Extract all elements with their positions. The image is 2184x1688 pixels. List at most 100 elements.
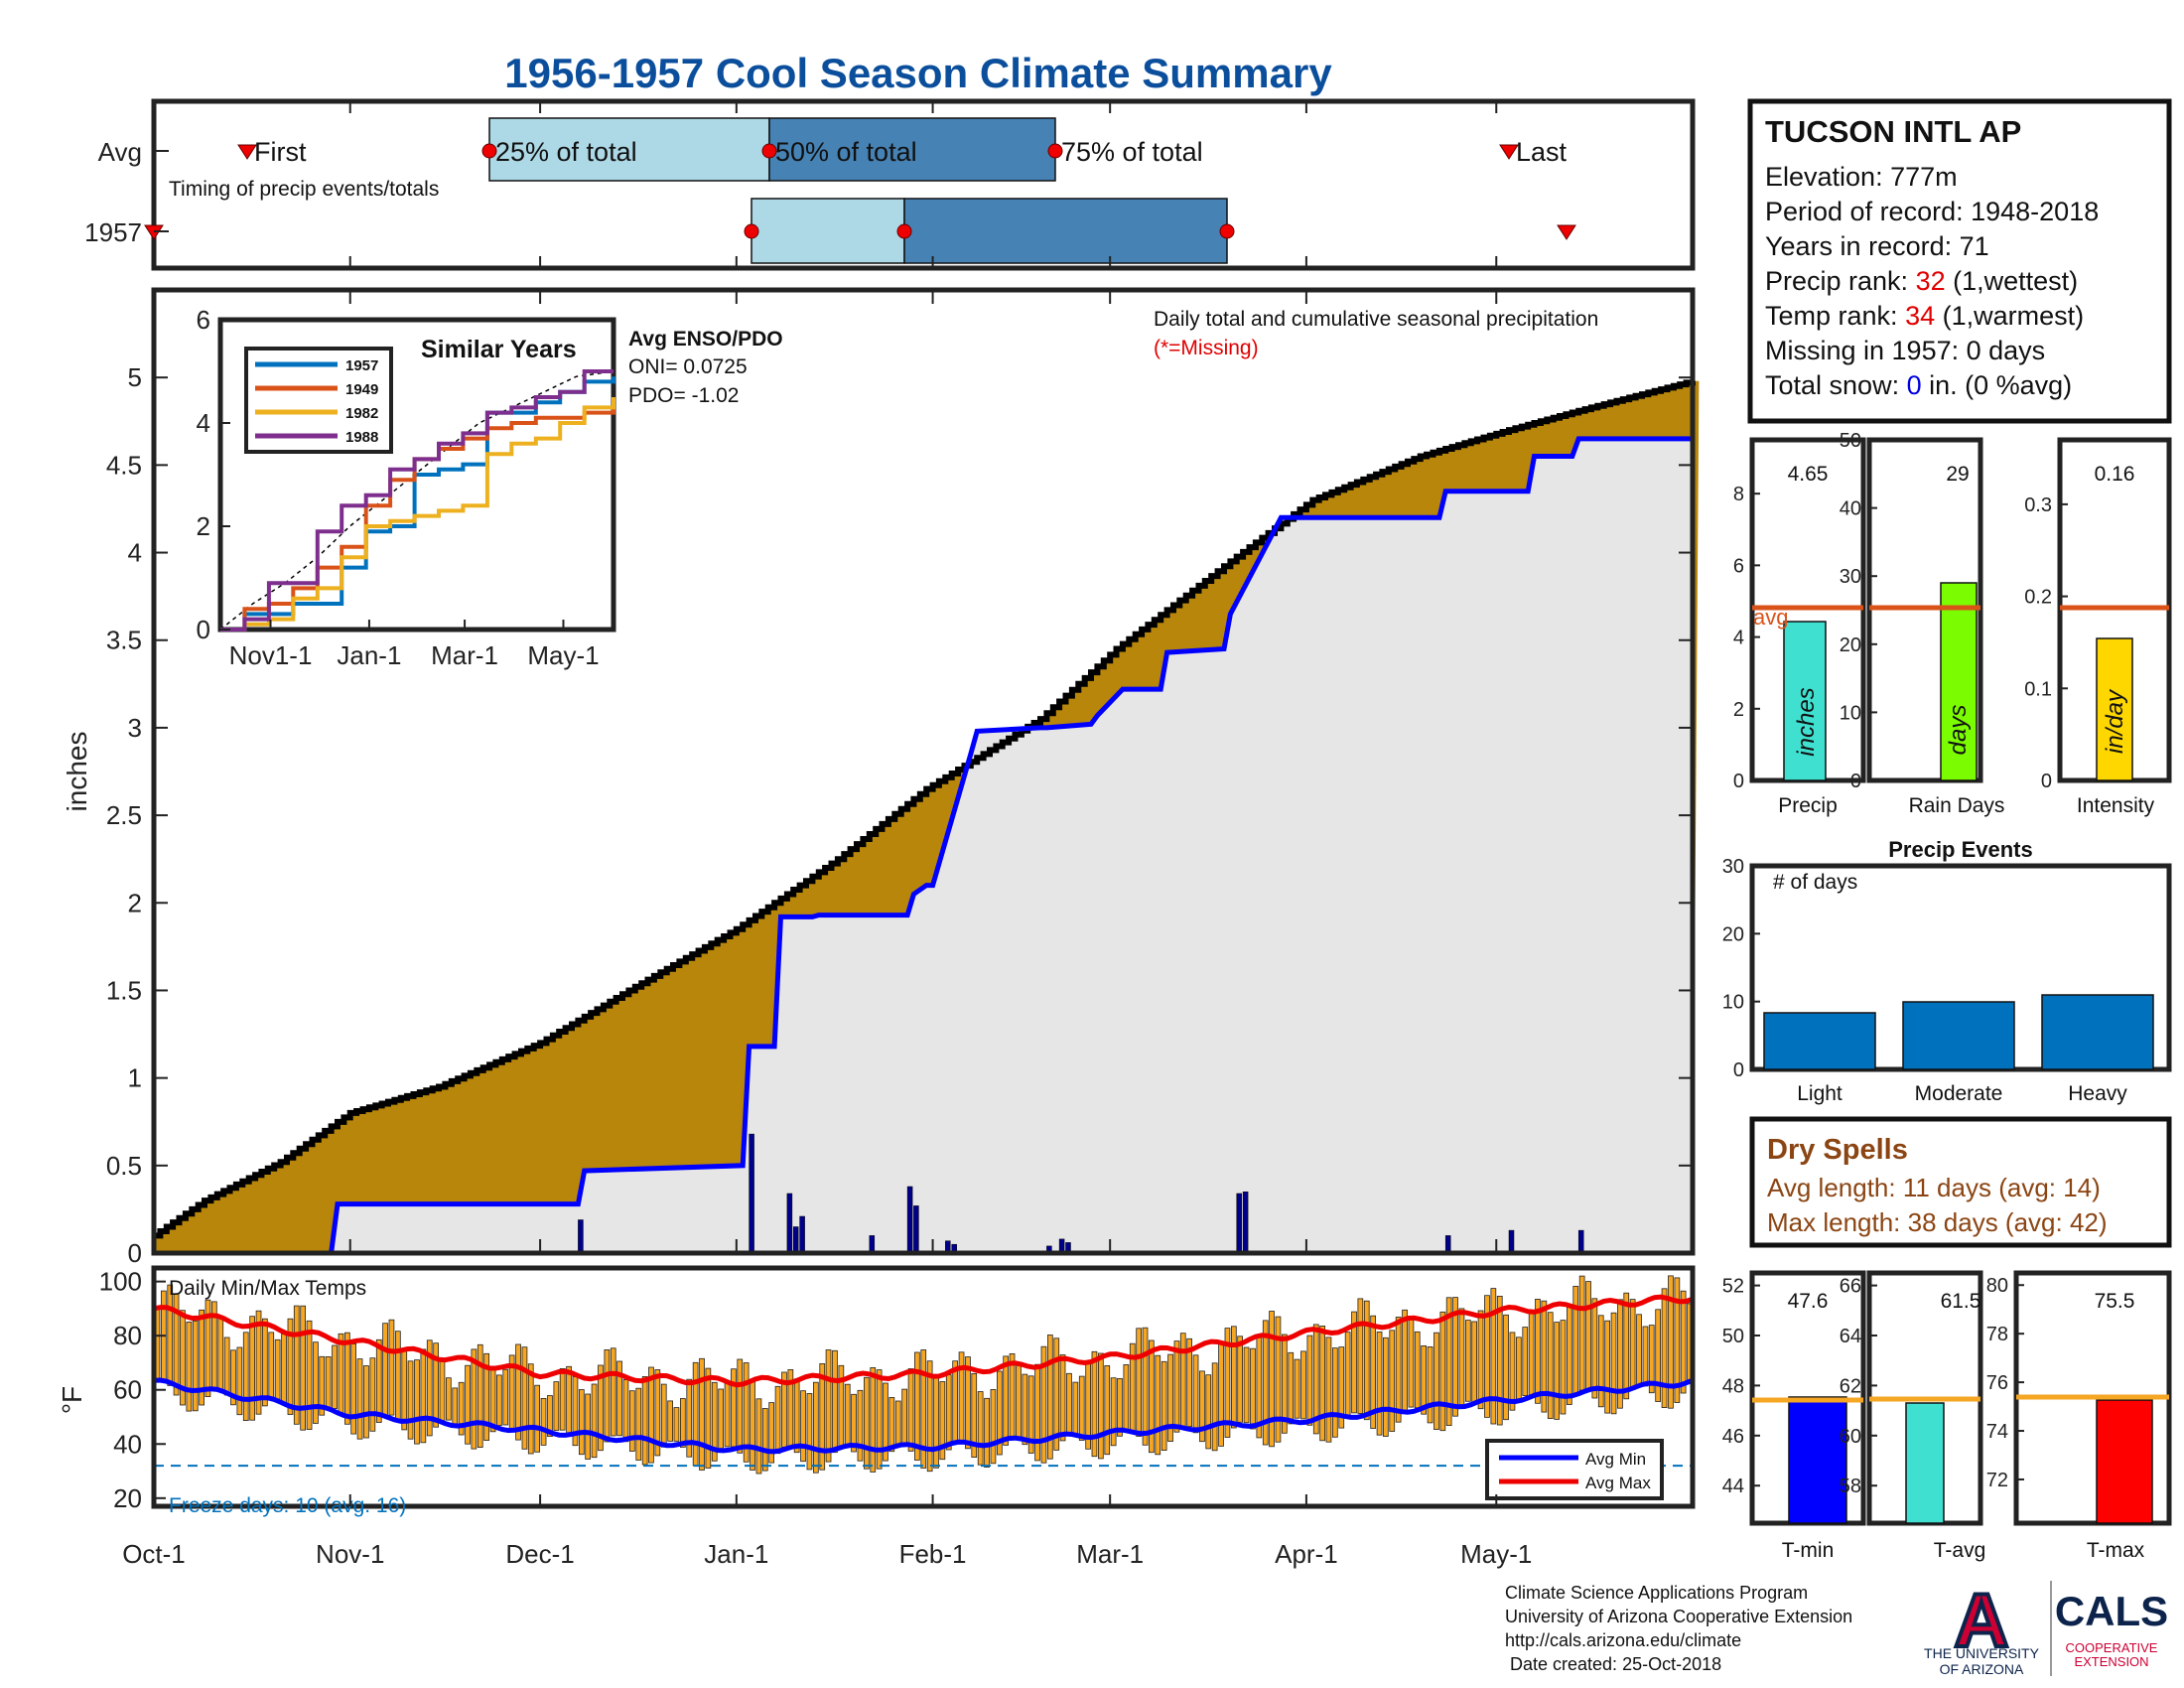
svg-text:Precip rank: 32 (1,wettest): Precip rank: 32 (1,wettest) [1765, 266, 2078, 296]
main-y-label: inches [62, 732, 92, 812]
month-tick-label: Mar-1 [1076, 1539, 1144, 1569]
small-y-tick-label: 6 [1733, 555, 1744, 577]
precip-summary-bars: avg 4.65 inches Precip 0 2 4 6 8 29 days Rai… [1733, 430, 2172, 817]
daily-temp-bar [274, 1338, 281, 1400]
daily-temp-bar [1003, 1355, 1010, 1446]
daily-temp-bar [495, 1374, 502, 1427]
enso-oni: ONI= 0.0725 [628, 355, 748, 378]
daily-temp-bar [1597, 1315, 1604, 1408]
daily-temp-bar [547, 1395, 553, 1437]
daily-temp-bar [1503, 1314, 1509, 1421]
daily-temp-bar [1016, 1362, 1022, 1440]
daily-temp-bar [186, 1322, 193, 1412]
daily-temp-bar [1535, 1299, 1541, 1404]
page-title: 1956-1957 Cool Season Climate Summary [504, 50, 1332, 96]
tmax-label: T-max [2087, 1539, 2145, 1562]
daily-temp-bar [598, 1364, 604, 1452]
timing-row-year: 1957 [84, 217, 142, 247]
precip-rank-suffix: (1,wettest) [1946, 266, 2079, 296]
daily-temp-bar [1179, 1333, 1186, 1427]
daily-temp-bar [1142, 1327, 1149, 1446]
daily-temp-bar [1471, 1321, 1477, 1403]
main-y-tick-label: 3 [128, 713, 142, 743]
daily-temp-bar [616, 1360, 622, 1437]
daily-temp-bar [743, 1362, 750, 1463]
yr-50-75-box [903, 198, 1228, 264]
daily-temp-bar [332, 1344, 338, 1409]
inset-series-lines [220, 369, 615, 632]
avg-25-50-box [488, 117, 770, 182]
daily-temp-bar [1034, 1363, 1040, 1462]
daily-temp-bar [1674, 1277, 1681, 1403]
daily-temp-bar [832, 1349, 838, 1454]
inset-legend-label: 1982 [345, 405, 378, 422]
daily-temp-bar [1363, 1300, 1370, 1421]
daily-temp-bar [939, 1381, 946, 1461]
daily-temp-bar [230, 1349, 236, 1406]
daily-temp-bar [641, 1376, 648, 1466]
small-y-tick-label: 0 [2041, 771, 2052, 792]
daily-temp-bar [635, 1387, 642, 1461]
timing-row-avg: Avg [98, 137, 142, 167]
daily-temp-bar [1629, 1299, 1636, 1390]
small-y-tick-label: 74 [1986, 1421, 2008, 1443]
main-y-tick-label: 5 [128, 362, 142, 392]
temp-rank-suffix: (1,warmest) [1935, 301, 2084, 331]
daily-temp-bar [933, 1375, 939, 1469]
tavg-label: T-avg [1934, 1539, 1986, 1562]
daily-temp-bar [515, 1343, 521, 1441]
daily-temp-bar [1458, 1308, 1465, 1408]
daily-temp-bar [1623, 1292, 1630, 1400]
daily-temp-bar [724, 1382, 731, 1448]
small-y-tick-label: 46 [1722, 1426, 1744, 1448]
ua-text-2: OF ARIZONA [1940, 1661, 2024, 1677]
daily-temp-bar [1040, 1345, 1047, 1464]
daily-temp-bar [1617, 1299, 1623, 1409]
small-y-tick-label: 78 [1986, 1324, 2008, 1345]
freeze-days-label: Freeze days: 10 (avg. 16) [169, 1494, 406, 1517]
daily-temp-bar [1648, 1325, 1655, 1394]
daily-temp-bar [813, 1381, 819, 1474]
footer: Climate Science Applications Program Uni… [1505, 1577, 2168, 1677]
temp-rank-value: 34 [1905, 301, 1935, 331]
daily-temp-bar [1439, 1311, 1446, 1432]
small-y-tick-label: 58 [1840, 1476, 1861, 1497]
daily-temp-bar [750, 1378, 755, 1471]
daily-precip-bar [913, 1205, 919, 1254]
daily-temp-bar [1027, 1375, 1034, 1454]
small-y-tick-label: 52 [1722, 1276, 1744, 1298]
daily-temp-bar [1496, 1296, 1503, 1426]
small-y-tick-label: 0.2 [2024, 587, 2052, 609]
footer-line2: University of Arizona Cooperative Extens… [1505, 1607, 1852, 1626]
daily-temp-bar [1059, 1354, 1066, 1442]
daily-temp-bar [1173, 1340, 1180, 1433]
daily-temp-bar [465, 1364, 471, 1445]
daily-precip-bar [1236, 1193, 1242, 1254]
daily-temp-bar [1053, 1337, 1060, 1451]
daily-temp-bar [1224, 1328, 1231, 1438]
inset-legend-label: 1957 [345, 357, 378, 374]
daily-temp-bar [1306, 1335, 1313, 1426]
small-y-tick-label: 2 [1733, 699, 1744, 721]
daily-temp-bar [363, 1365, 369, 1439]
daily-temp-bar [1661, 1288, 1668, 1409]
daily-temp-bar [1288, 1351, 1295, 1425]
intensity-y-axis: 0 0.1 0.2 0.3 [2024, 494, 2068, 792]
tmin-value: 47.6 [1788, 1290, 1829, 1313]
ua-logo-icon: A [1955, 1579, 2009, 1663]
events-bar-heavy [2041, 994, 2154, 1070]
daily-temp-bar [1383, 1336, 1389, 1437]
tmax-value: 75.5 [2095, 1290, 2135, 1313]
enso-pdo: PDO= -1.02 [628, 384, 739, 407]
footer-line4: Date created: 25-Oct-2018 [1505, 1654, 1721, 1674]
tavg-bar [1905, 1402, 1945, 1524]
daily-temp-bar [977, 1391, 984, 1466]
small-y-tick-label: 10 [1722, 992, 1744, 1014]
temp-rank-prefix: Temp rank: [1765, 301, 1905, 331]
small-y-tick-label: 0 [1733, 771, 1744, 792]
daily-temp-bar [622, 1379, 629, 1443]
precip-rank-prefix: Precip rank: [1765, 266, 1916, 296]
tmin-y-axis: 44 46 48 50 52 [1722, 1276, 1760, 1497]
daily-temp-bar [394, 1331, 401, 1421]
